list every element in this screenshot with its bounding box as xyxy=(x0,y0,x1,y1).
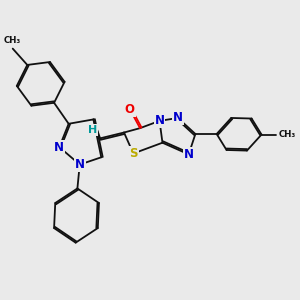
Text: N: N xyxy=(184,148,194,161)
Text: N: N xyxy=(154,114,165,128)
Text: S: S xyxy=(129,147,138,160)
Text: H: H xyxy=(88,125,97,135)
Text: O: O xyxy=(125,103,135,116)
Text: CH₃: CH₃ xyxy=(4,36,21,45)
Text: N: N xyxy=(75,158,85,171)
Text: CH₃: CH₃ xyxy=(278,130,296,139)
Text: N: N xyxy=(54,141,64,154)
Text: N: N xyxy=(173,112,183,124)
